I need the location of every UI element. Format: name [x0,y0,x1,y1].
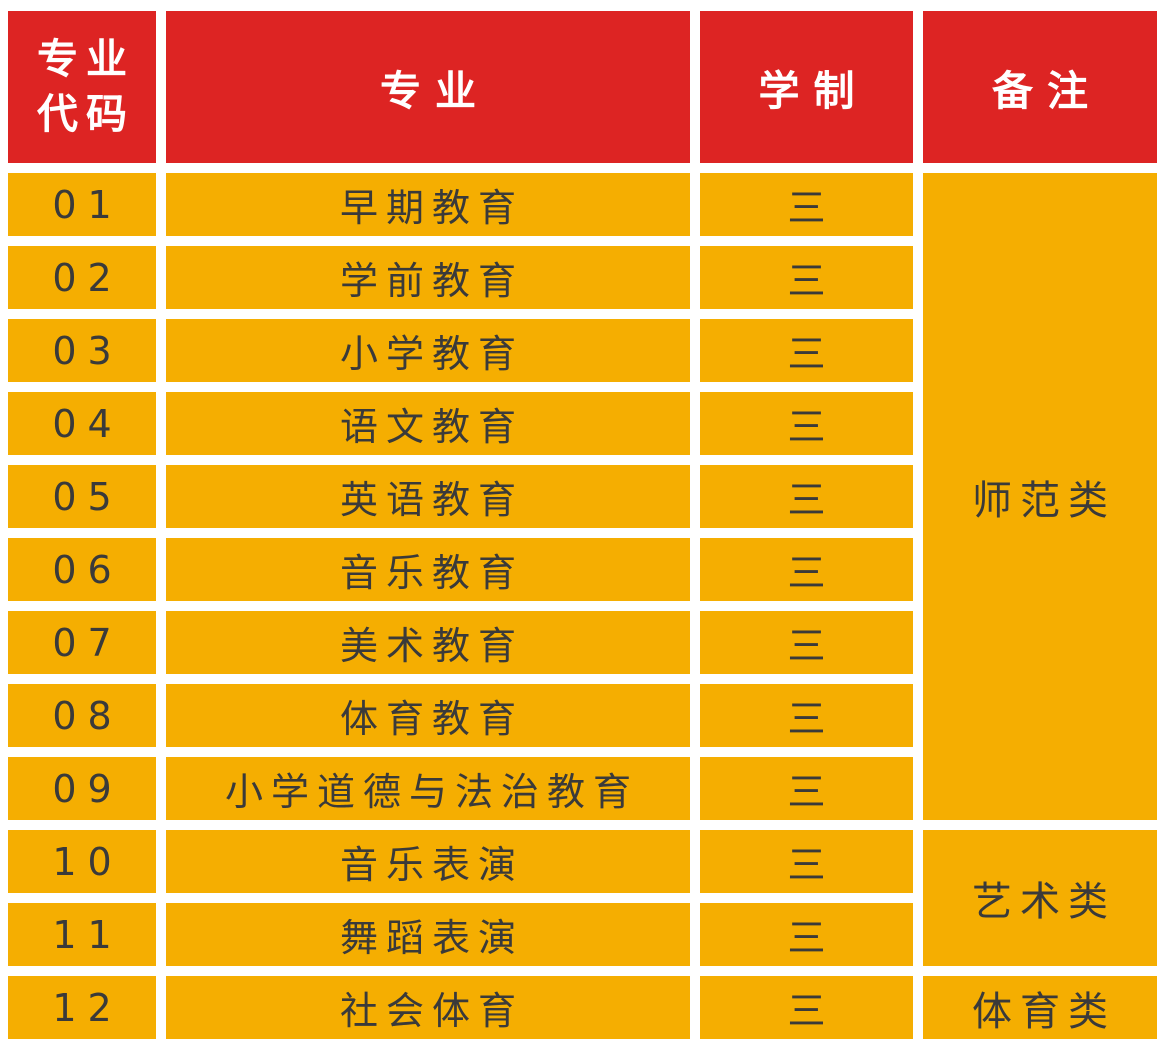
cell-duration-08: 三 [700,684,913,747]
cell-duration-01: 三 [700,173,913,236]
cell-duration-02: 三 [700,246,913,309]
cell-duration-05: 三 [700,465,913,528]
cell-major-01: 早期教育 [166,173,690,236]
cell-code-08: 08 [8,684,156,747]
remark-cell-arts: 艺术类 [923,830,1157,966]
header-major-code: 专业 代码 [8,11,156,163]
header-remark: 备注 [923,11,1157,163]
cell-code-10: 10 [8,830,156,893]
cell-duration-11: 三 [700,903,913,966]
cell-duration-09: 三 [700,757,913,820]
cell-code-12: 12 [8,976,156,1039]
cell-duration-03: 三 [700,319,913,382]
cell-code-03: 03 [8,319,156,382]
header-major: 专业 [166,11,690,163]
cell-major-02: 学前教育 [166,246,690,309]
cell-major-05: 英语教育 [166,465,690,528]
cell-duration-10: 三 [700,830,913,893]
cell-major-12: 社会体育 [166,976,690,1039]
cell-major-04: 语文教育 [166,392,690,455]
cell-duration-07: 三 [700,611,913,674]
cell-duration-06: 三 [700,538,913,601]
cell-code-09: 09 [8,757,156,820]
remark-cell-normal-education: 师范类 [923,173,1157,820]
cell-code-11: 11 [8,903,156,966]
remark-cell-sports: 体育类 [923,976,1157,1039]
cell-major-06: 音乐教育 [166,538,690,601]
header-duration: 学制 [700,11,913,163]
cell-code-07: 07 [8,611,156,674]
cell-duration-12: 三 [700,976,913,1039]
cell-major-07: 美术教育 [166,611,690,674]
cell-major-08: 体育教育 [166,684,690,747]
cell-code-04: 04 [8,392,156,455]
cell-major-10: 音乐表演 [166,830,690,893]
cell-code-05: 05 [8,465,156,528]
majors-table: 专业 代码 专业 学制 备注 01 早期教育 三 02 学前教育 三 03 小学… [8,11,1157,1039]
cell-code-02: 02 [8,246,156,309]
cell-duration-04: 三 [700,392,913,455]
cell-code-06: 06 [8,538,156,601]
cell-major-09: 小学道德与法治教育 [166,757,690,820]
cell-major-11: 舞蹈表演 [166,903,690,966]
cell-code-01: 01 [8,173,156,236]
cell-major-03: 小学教育 [166,319,690,382]
